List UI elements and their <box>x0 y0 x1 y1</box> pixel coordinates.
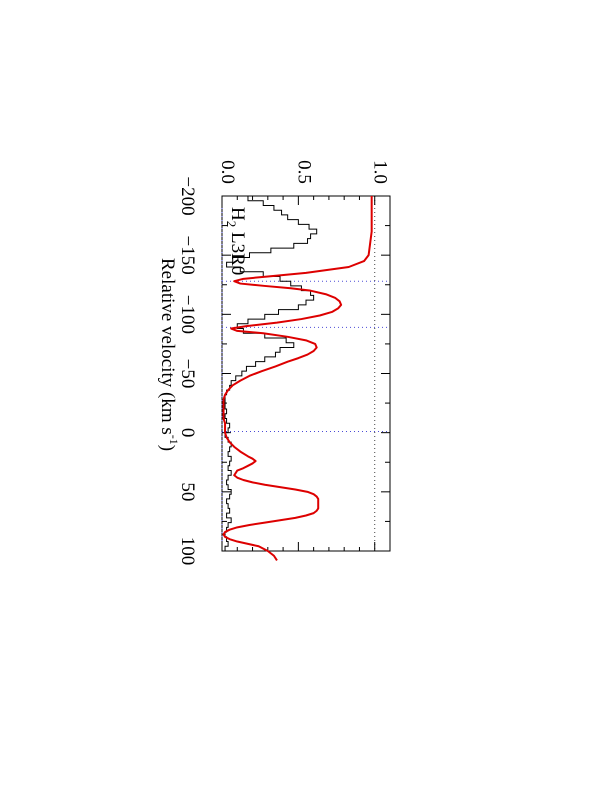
x-axis-label: Relative velocity (km s-1) <box>157 258 181 451</box>
velocity-tick-label-4: 0 <box>177 428 198 438</box>
panel-label-species: H2 L3R0 <box>224 207 248 275</box>
flux-tick-label-1: 0.5 <box>293 160 314 184</box>
panel-label-subscript: 2 <box>224 221 239 228</box>
model-fit-line <box>222 196 373 562</box>
flux-tick-label-0: 0.0 <box>217 160 238 184</box>
plot-layer: −200 −150 −100 −50 0 50 100 0.0 0.5 1.0 <box>177 160 391 565</box>
velocity-tick-label-0: −200 <box>177 176 198 215</box>
velocity-tick-label-3: −50 <box>177 359 198 389</box>
velocity-tick-label-2: −100 <box>177 295 198 334</box>
observed-spectrum-histogram <box>224 196 318 551</box>
velocity-tick-label-1: −150 <box>177 236 198 275</box>
x-axis-label-superscript: -1 <box>167 435 181 445</box>
panel-label-species-text: H <box>227 207 248 221</box>
velocity-tick-label-5: 50 <box>177 482 198 501</box>
panel-label-transition: L3R0 <box>227 227 248 275</box>
x-axis-label-suffix: ) <box>157 445 178 451</box>
x-axis-label-prefix: Relative velocity (km s <box>157 258 178 435</box>
flux-tick-label-2: 1.0 <box>370 160 391 184</box>
velocity-tick-label-6: 100 <box>177 537 198 566</box>
